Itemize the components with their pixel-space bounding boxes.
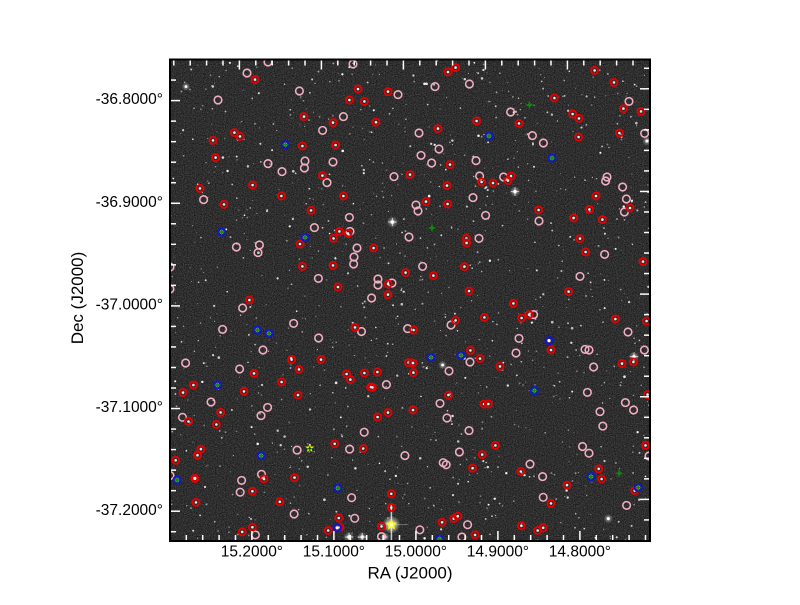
svg-text:-37.0000°: -37.0000° (96, 297, 163, 314)
svg-text:15.2000°: 15.2000° (221, 544, 283, 561)
svg-text:-36.8000°: -36.8000° (96, 91, 163, 108)
svg-text:14.8000°: 14.8000° (549, 544, 611, 561)
svg-text:Dec (J2000): Dec (J2000) (68, 252, 87, 345)
svg-text:15.0000°: 15.0000° (385, 544, 447, 561)
svg-text:-37.1000°: -37.1000° (96, 399, 163, 416)
svg-text:RA (J2000): RA (J2000) (367, 564, 452, 583)
svg-text:-36.9000°: -36.9000° (96, 194, 163, 211)
svg-text:14.9000°: 14.9000° (467, 544, 529, 561)
svg-text:-37.2000°: -37.2000° (96, 502, 163, 519)
svg-text:15.1000°: 15.1000° (303, 544, 365, 561)
